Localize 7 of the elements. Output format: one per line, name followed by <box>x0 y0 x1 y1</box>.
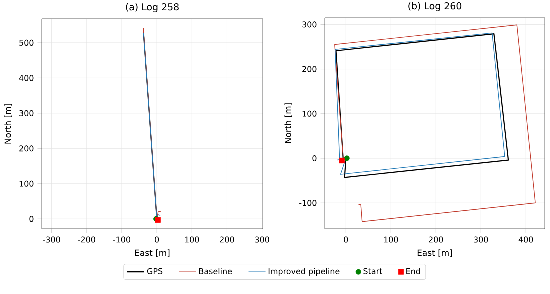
line-series <box>334 24 536 222</box>
y-axis-title: North [m] <box>284 104 292 144</box>
chart-title: (b) Log 260 <box>408 2 462 12</box>
x-axis-title: East [m] <box>135 250 170 258</box>
chart-title: (a) Log 258 <box>126 3 179 12</box>
y-axis-title: North [m] <box>4 104 12 144</box>
x-axis-title: East [m] <box>418 250 452 258</box>
